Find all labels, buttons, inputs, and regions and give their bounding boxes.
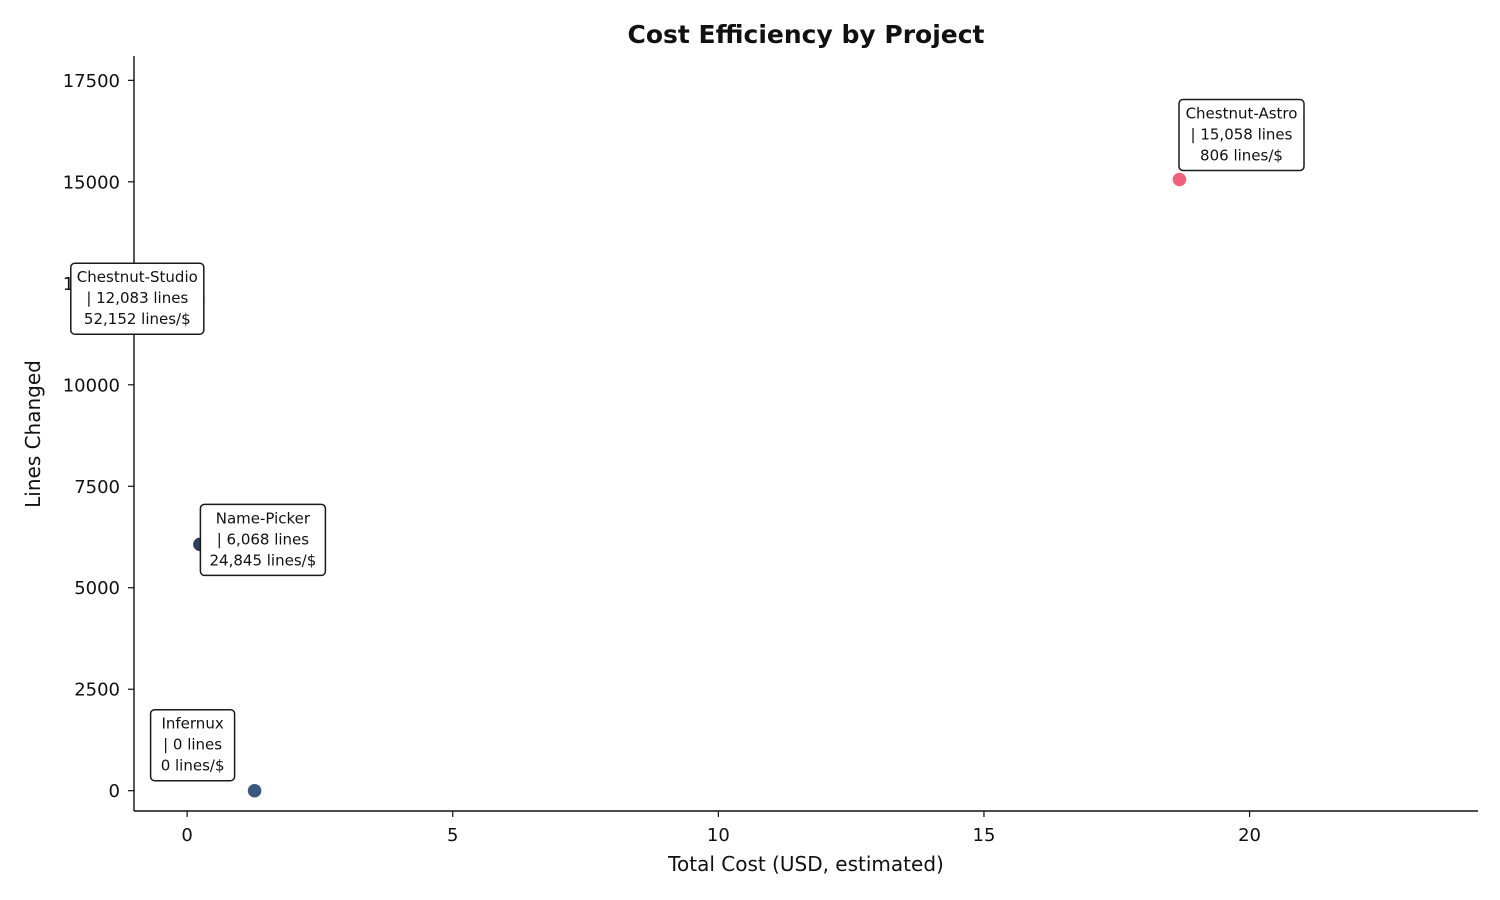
x-tick-label: 10 [707, 825, 730, 846]
y-tick-label: 17500 [63, 71, 120, 92]
annotation-line: 24,845 lines/$ [210, 551, 317, 569]
y-tick-label: 10000 [63, 375, 120, 396]
y-tick-label: 2500 [74, 680, 120, 701]
annotation-name-picker: Name-Picker | 6,068 lines 24,845 lines/$ [199, 503, 327, 577]
annotation-chestnut-astro: Chestnut-Astro | 15,058 lines 806 lines/$ [1178, 98, 1305, 172]
x-tick-label: 15 [973, 825, 996, 846]
annotation-box [149, 708, 236, 782]
y-tick-label: 0 [109, 781, 120, 802]
x-tick-label: 0 [181, 825, 192, 846]
annotation-box [70, 262, 205, 335]
annotation-line: 806 lines/$ [1200, 147, 1283, 165]
annotation-infernux: Infernux | 0 lines 0 lines/$ [149, 708, 236, 782]
annotation-line: Chestnut-Astro [1186, 105, 1298, 123]
annotation-line: | 15,058 lines [1191, 126, 1293, 144]
annotation-line: | 12,083 lines [86, 289, 188, 307]
annotation-line: | 0 lines [163, 736, 222, 754]
annotation-line: 0 lines/$ [161, 757, 225, 775]
annotation-line: Infernux [161, 715, 223, 733]
x-tick-label: 5 [447, 825, 458, 846]
chart-title: Cost Efficiency by Project [628, 20, 985, 49]
annotation-line: 52,152 lines/$ [84, 310, 191, 328]
x-axis-label: Total Cost (USD, estimated) [667, 852, 944, 876]
annotation-box [199, 503, 327, 577]
annotation-chestnut-studio: Chestnut-Studio | 12,083 lines 52,152 line… [70, 262, 205, 335]
y-axis-label: Lines Changed [21, 360, 45, 508]
y-tick-label: 15000 [63, 172, 120, 193]
annotation-line: Chestnut-Studio [77, 268, 198, 286]
y-tick-label: 7500 [74, 477, 120, 498]
scatter-point-chestnut-astro [1171, 171, 1188, 188]
scatter-point-infernux [246, 782, 263, 799]
annotation-line: Name-Picker [216, 509, 311, 527]
y-tick-label: 5000 [74, 578, 120, 599]
annotation-line: | 6,068 lines [217, 530, 310, 548]
x-tick-label: 20 [1238, 825, 1261, 846]
annotation-box [1178, 98, 1305, 172]
